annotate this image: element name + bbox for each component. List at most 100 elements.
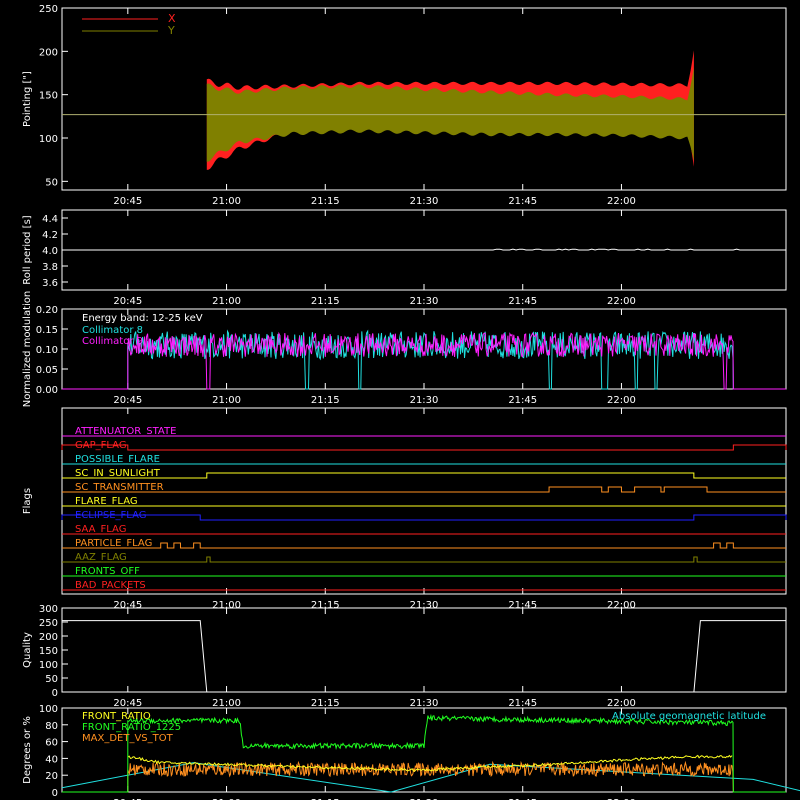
y-axis-label: Degrees or %	[22, 716, 33, 784]
x-tick-label: 21:45	[508, 698, 537, 709]
flag-line-eclipse-flag	[61, 514, 787, 521]
flag-label: GAP_FLAG	[75, 440, 127, 451]
flag-label: BAD_PACKETS	[75, 580, 146, 591]
y-axis-label: Quality	[22, 632, 33, 668]
x-tick-label: 21:30	[410, 395, 439, 406]
y-tick-label: 0.00	[36, 385, 58, 396]
y-tick-label: 4.4	[42, 214, 58, 225]
panel-6: 20:45 21:00 21:15 21:30 21:45 22:00 0 20 40 60 80 1…	[22, 704, 800, 800]
x-tick-label: 20:45	[113, 296, 142, 307]
y-tick-label: 0	[52, 688, 58, 699]
y-tick-label: 0	[52, 788, 58, 799]
flag-label: SC_IN_SUNLIGHT	[75, 468, 161, 479]
x-tick-label: 21:15	[311, 798, 340, 800]
y-tick-label: 200	[39, 47, 58, 58]
x-tick-label: 22:00	[607, 798, 636, 800]
x-tick-label: 22:00	[607, 600, 636, 611]
x-tick-label: 21:00	[212, 698, 241, 709]
legend-label: Collimator 8	[82, 325, 143, 336]
x-tick-label: 21:15	[311, 196, 340, 207]
front-ratio-1225-line	[62, 713, 786, 793]
x-tick-label: 21:15	[311, 698, 340, 709]
y-axis-label: Pointing ["]	[22, 71, 33, 127]
x-tick-label: 21:00	[212, 798, 241, 800]
y-tick-label: 3.6	[42, 278, 58, 289]
max-det-vs-tot-line	[62, 760, 786, 793]
y-tick-label: 20	[45, 771, 58, 782]
x-tick-label: 21:45	[508, 196, 537, 207]
flag-label: AAZ_FLAG	[75, 552, 127, 563]
x-tick-label: 20:45	[113, 600, 142, 611]
x-tick-label: 21:30	[410, 196, 439, 207]
y-tick-label: 0.10	[36, 345, 58, 356]
y-tick-label: 300	[39, 604, 58, 615]
legend-label: MAX_DET_VS_TOT	[82, 733, 174, 744]
annotation-label: Absolute geomagnetic latitude	[612, 711, 766, 722]
legend-label: Collimator 9	[82, 336, 143, 347]
x-tick-label: 21:00	[212, 600, 241, 611]
flag-line-particle-flag	[62, 542, 786, 549]
x-tick-label: 21:00	[212, 395, 241, 406]
y-tick-label: 0.15	[36, 325, 58, 336]
flag-label: SAA_FLAG	[75, 524, 126, 535]
y-tick-label: 200	[39, 632, 58, 643]
x-tick-label: 22:00	[607, 196, 636, 207]
y-tick-label: 0.05	[36, 365, 58, 376]
y-tick-label: 100	[39, 704, 58, 715]
x-tick-label: 20:45	[113, 798, 142, 800]
x-tick-label: 21:30	[410, 600, 439, 611]
roll-period-line	[62, 248, 786, 251]
flag-label: ECLIPSE_FLAG	[75, 510, 146, 521]
x-tick-label: 21:00	[212, 296, 241, 307]
panel-2: 20:45 21:00 21:15 21:30 21:45 22:00 3.6 3.8 4.0 4…	[22, 209, 787, 307]
front-ratio-line	[127, 754, 733, 772]
x-tick-label: 21:15	[311, 395, 340, 406]
y-tick-label: 150	[39, 91, 58, 102]
flag-line-aaz-flag	[62, 556, 786, 563]
flag-label: ATTENUATOR_STATE	[75, 426, 176, 437]
flag-label: FLARE_FLAG	[75, 496, 138, 507]
flag-label: POSSIBLE_FLARE	[75, 454, 160, 465]
y-tick-label: 100	[39, 134, 58, 145]
x-tick-label: 21:30	[410, 798, 439, 800]
legend-label: X	[168, 12, 176, 25]
legend-label: FRONT_RATIO	[82, 711, 151, 722]
x-tick-label: 21:15	[311, 296, 340, 307]
x-tick-label: 22:00	[607, 395, 636, 406]
flag-label: FRONTS_OFF	[75, 566, 140, 577]
legend-label: FRONT_RATIO_1225	[82, 722, 181, 733]
x-tick-label: 21:45	[508, 798, 537, 800]
x-tick-label: 21:45	[508, 395, 537, 406]
x-tick-label: 21:30	[410, 698, 439, 709]
y-tick-label: 50	[45, 177, 58, 188]
panel-3: 20:45 21:00 21:15 21:30 21:45 22:00 0.00 0.05 0.…	[22, 291, 787, 407]
y-axis-label: Flags	[22, 488, 33, 514]
y-axis-label: Roll period [s]	[22, 215, 33, 284]
geomagnetic-latitude-line	[61, 762, 800, 793]
y-tick-label: 0.20	[36, 305, 58, 316]
x-tick-label: 22:00	[607, 296, 636, 307]
panel-1: 20:45 21:00 21:15 21:30 21:45 22:00 50 100 150 20…	[22, 4, 787, 207]
x-tick-label: 20:45	[113, 395, 142, 406]
x-tick-label: 20:45	[113, 196, 142, 207]
series-collimator-9	[62, 331, 786, 390]
x-tick-label: 21:00	[212, 196, 241, 207]
y-tick-label: 250	[39, 618, 58, 629]
y-tick-label: 50	[45, 674, 58, 685]
y-tick-label: 3.8	[42, 262, 58, 273]
y-tick-label: 4.2	[42, 230, 58, 241]
y-tick-label: 150	[39, 646, 58, 657]
flag-line-sc-transmitter	[62, 486, 786, 493]
x-tick-label: 21:30	[410, 296, 439, 307]
x-tick-label: 21:45	[508, 600, 537, 611]
panel-5: 20:45 21:00 21:15 21:30 21:45 22:00 0 50 100 150 2…	[22, 604, 787, 709]
panels: 20:45 21:00 21:15 21:30 21:45 22:00 50 100 150 20…	[22, 4, 800, 800]
x-tick-label: 21:45	[508, 296, 537, 307]
flag-line-gap-flag	[61, 444, 787, 451]
x-tick-label: 21:15	[311, 600, 340, 611]
flag-line-sc-in-sunlight	[62, 472, 786, 479]
x-tick-label: 22:00	[607, 698, 636, 709]
x-tick-label: 20:45	[113, 698, 142, 709]
panel-4: 20:45 21:00 21:15 21:30 21:45 22:00 Flags ATTEN…	[22, 407, 787, 611]
